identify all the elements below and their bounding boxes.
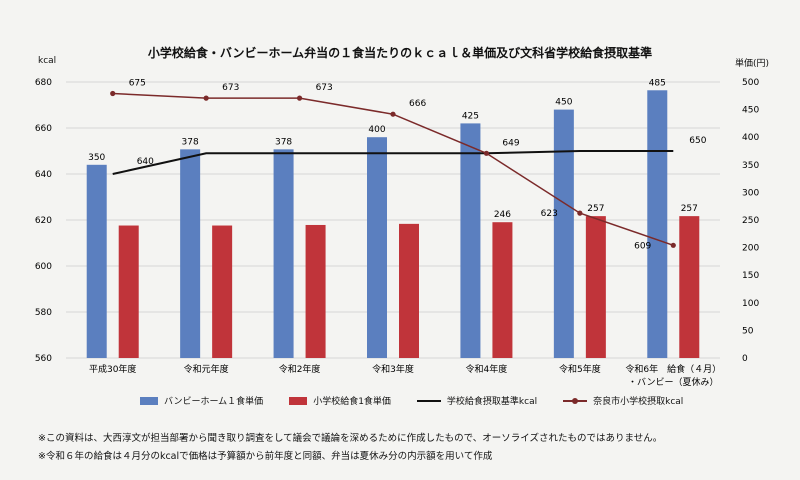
- footnote-1: ※この資料は、大西淳文が担当部署から聞き取り調査をして議会で議論を深めるために作…: [38, 433, 663, 444]
- left-tick-label: 600: [35, 262, 52, 272]
- right-tick-label: 500: [742, 78, 759, 88]
- bar-school: [679, 216, 700, 358]
- bar-data-label: 246: [494, 210, 511, 220]
- combo-chart: 560 580 600 620 640 660 680 0 50 100 150 200 250 300 3…: [35, 78, 760, 388]
- legend-label-nara: 奈良市小学校摂取kcal: [593, 397, 684, 407]
- category-label-line2: ・バンビー（夏休み）: [628, 376, 718, 388]
- right-tick-label: 50: [742, 326, 754, 336]
- bar-data-label: 450: [555, 98, 572, 108]
- left-tick-label: 660: [35, 124, 52, 134]
- line-data-label: 609: [634, 241, 651, 251]
- right-axis-unit: 単価(円): [735, 59, 770, 69]
- legend-item-standard-kcal: 学校給食摂取基準kcal: [416, 394, 538, 407]
- legend-item-school-price: 小学校給食1食単価: [289, 394, 391, 407]
- line-data-label: 673: [222, 83, 239, 93]
- legend: バンビーホーム１食単価 小学校給食1食単価 学校給食摂取基準kcal 奈良市小学…: [140, 394, 700, 407]
- category-label: 令和2年度: [279, 363, 321, 375]
- line-data-label: 675: [129, 79, 146, 89]
- category-label: 令和5年度: [559, 363, 601, 375]
- nara-kcal-point: [110, 90, 116, 97]
- right-tick-label: 250: [742, 216, 759, 226]
- chart-title: 小学校給食・バンビーホーム弁当の１食当たりのｋｃａｌ＆単価及び文科省学校給食摂取…: [147, 46, 653, 60]
- bar-data-label: 485: [649, 78, 666, 88]
- left-tick-label: 680: [35, 78, 52, 88]
- bar-bambi: [460, 123, 481, 359]
- bar-school: [585, 216, 606, 358]
- left-tick-label: 620: [35, 216, 52, 226]
- footnotes: ※この資料は、大西淳文が担当部署から聞き取り調査をして議会で議論を深めるために作…: [38, 430, 778, 466]
- left-axis-unit: kcal: [38, 56, 57, 66]
- nara-kcal-point: [483, 150, 490, 156]
- left-tick-label: 640: [35, 170, 52, 180]
- line-data-label: 673: [316, 83, 333, 93]
- left-tick-label: 560: [35, 354, 52, 364]
- bar-bambi: [553, 109, 574, 358]
- bar-school: [118, 225, 139, 358]
- right-tick-label: 450: [742, 106, 759, 116]
- legend-label-school: 小学校給食1食単価: [313, 397, 391, 407]
- bar-school: [305, 224, 326, 358]
- bar-bambi: [86, 164, 107, 358]
- bar-bambi: [180, 149, 201, 358]
- line-data-label: 666: [409, 99, 426, 109]
- right-tick-label: 350: [742, 161, 759, 171]
- nara-kcal-point: [296, 95, 303, 101]
- line-data-label: 650: [689, 136, 706, 146]
- legend-item-nara-kcal: 奈良市小学校摂取kcal: [563, 394, 683, 407]
- legend-label-bambi: バンビーホーム１食単価: [164, 397, 264, 407]
- legend-label-standard: 学校給食摂取基準kcal: [446, 397, 538, 407]
- line-data-label: 623: [541, 209, 558, 219]
- bar-data-label: 350: [88, 153, 105, 163]
- legend-swatch-school: [289, 396, 308, 405]
- footnote-2: ※令和６年の給食は４月分のkcalで価格は予算額から前年度と同額、弁当は夏休み分…: [38, 451, 493, 462]
- bar-data-label: 378: [182, 137, 199, 147]
- right-tick-label: 300: [742, 188, 759, 198]
- bar-data-label: 400: [368, 125, 385, 135]
- nara-kcal-point: [203, 95, 209, 101]
- bar-bambi: [273, 149, 294, 358]
- right-tick-label: 400: [742, 133, 759, 143]
- bar-data-label: 425: [462, 111, 479, 121]
- category-label: 令和4年度: [466, 363, 508, 375]
- right-tick-label: 150: [742, 271, 759, 281]
- line-data-label: 640: [137, 157, 154, 167]
- category-label: 令和3年度: [372, 363, 414, 375]
- right-tick-label: 200: [742, 244, 759, 254]
- right-tick-label: 100: [742, 299, 759, 309]
- bar-school: [492, 222, 513, 358]
- bar-bambi: [647, 90, 668, 358]
- bar-bambi: [367, 137, 387, 358]
- legend-swatch-standard: [416, 399, 441, 402]
- category-label: 令和元年度: [184, 363, 229, 375]
- right-tick-label: 0: [742, 354, 748, 364]
- nara-kcal-point: [390, 111, 396, 117]
- category-label: 令和6年 給食（４月）: [625, 363, 721, 375]
- nara-kcal-point: [670, 242, 676, 248]
- bar-data-label: 257: [587, 204, 604, 214]
- bar-data-label: 378: [275, 137, 292, 147]
- category-label: 平成30年度: [89, 363, 136, 375]
- bar-school: [212, 225, 233, 358]
- line-data-label: 649: [502, 138, 519, 148]
- standard-kcal-line: [112, 150, 674, 175]
- legend-swatch-bambi: [140, 396, 158, 405]
- legend-item-bambi-price: バンビーホーム１食単価: [140, 394, 263, 407]
- bar-data-label: 257: [681, 204, 698, 214]
- left-tick-label: 580: [35, 308, 52, 318]
- nara-kcal-point: [577, 210, 583, 216]
- legend-swatch-nara: [563, 397, 588, 404]
- bar-school: [399, 223, 419, 358]
